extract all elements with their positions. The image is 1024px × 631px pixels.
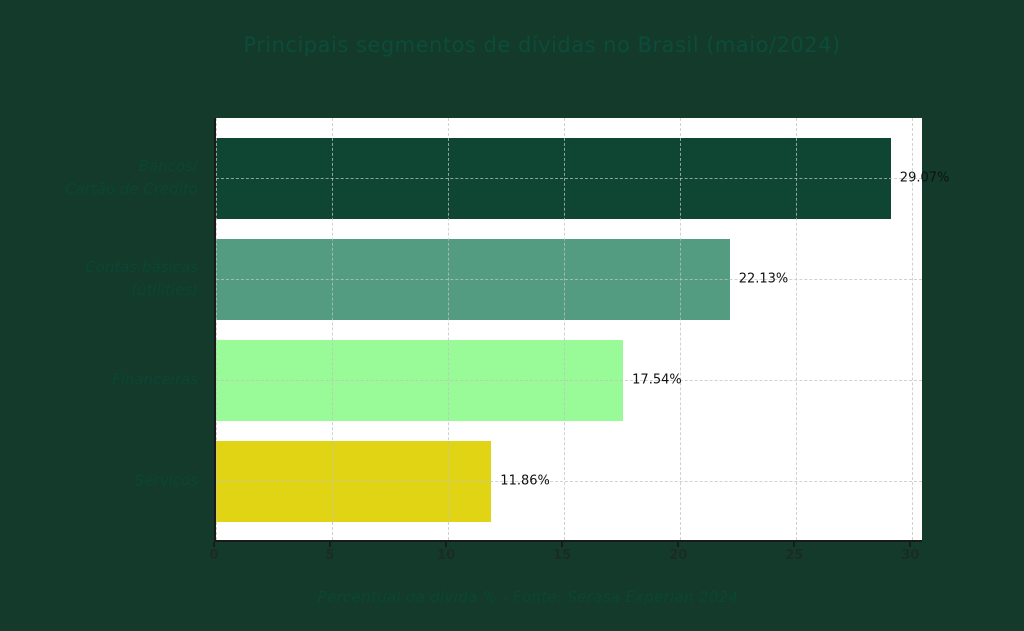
- x-axis-tick-mark: [677, 542, 680, 547]
- y-axis-label: Serviços: [135, 470, 198, 493]
- plot-area: 29.07% 22.13% 17.54% 11.86%: [214, 118, 949, 542]
- y-axis-label-line: (utilities): [131, 281, 198, 299]
- y-axis-label-line: Financeiras: [112, 370, 198, 389]
- gridline-vertical: [912, 118, 914, 540]
- x-axis-tick-label: 30: [901, 548, 920, 563]
- x-axis-tick-label: 25: [785, 548, 804, 563]
- gridline-horizontal: [216, 279, 922, 280]
- y-axis-label: Financeiras: [112, 369, 198, 392]
- bar-value-label: 22.13%: [738, 271, 789, 287]
- x-axis-tick-mark: [561, 542, 564, 547]
- x-axis-tick-label: 0: [209, 548, 219, 563]
- gridline-horizontal: [216, 380, 922, 381]
- x-axis-tick-mark: [445, 542, 448, 547]
- gridline-vertical: [448, 118, 450, 540]
- y-axis-label-line: Serviços: [134, 471, 198, 490]
- x-axis-tick-label: 15: [553, 548, 572, 563]
- gridline-vertical: [216, 118, 217, 540]
- x-axis-tick-mark: [329, 542, 332, 547]
- gridline-vertical: [332, 118, 334, 540]
- chart-title: Principais segmentos de dívidas no Brasi…: [243, 33, 841, 57]
- y-axis-label-line: Bancos/: [138, 157, 198, 175]
- x-axis-tick-label: 5: [325, 548, 335, 563]
- gridline-horizontal: [216, 178, 922, 179]
- x-axis-caption: Percentual da dívida % - Fonte: Serasa E…: [317, 588, 739, 606]
- bar-value-label: 11.86%: [500, 473, 550, 489]
- gridline-vertical: [796, 118, 798, 540]
- gridline-horizontal: [216, 481, 922, 482]
- x-axis-tick-mark: [793, 542, 796, 547]
- x-axis-tick-mark: [909, 542, 912, 547]
- x-axis-tick-label: 10: [437, 548, 456, 563]
- y-axis-label: Contas básicas (utilities): [85, 256, 198, 302]
- y-axis-label-line: Contas básicas: [85, 258, 198, 276]
- x-axis-tick-label: 20: [669, 548, 688, 563]
- bar-value-label: 17.54%: [632, 372, 682, 388]
- x-axis-tick-mark: [213, 542, 215, 547]
- y-axis-label: Bancos/Cartão de Crédito: [65, 155, 198, 201]
- gridline-vertical: [564, 118, 566, 540]
- bar-value-label: 29.07%: [899, 170, 950, 186]
- gridline-vertical: [680, 118, 682, 540]
- y-axis-label-line: Cartão de Crédito: [65, 180, 198, 198]
